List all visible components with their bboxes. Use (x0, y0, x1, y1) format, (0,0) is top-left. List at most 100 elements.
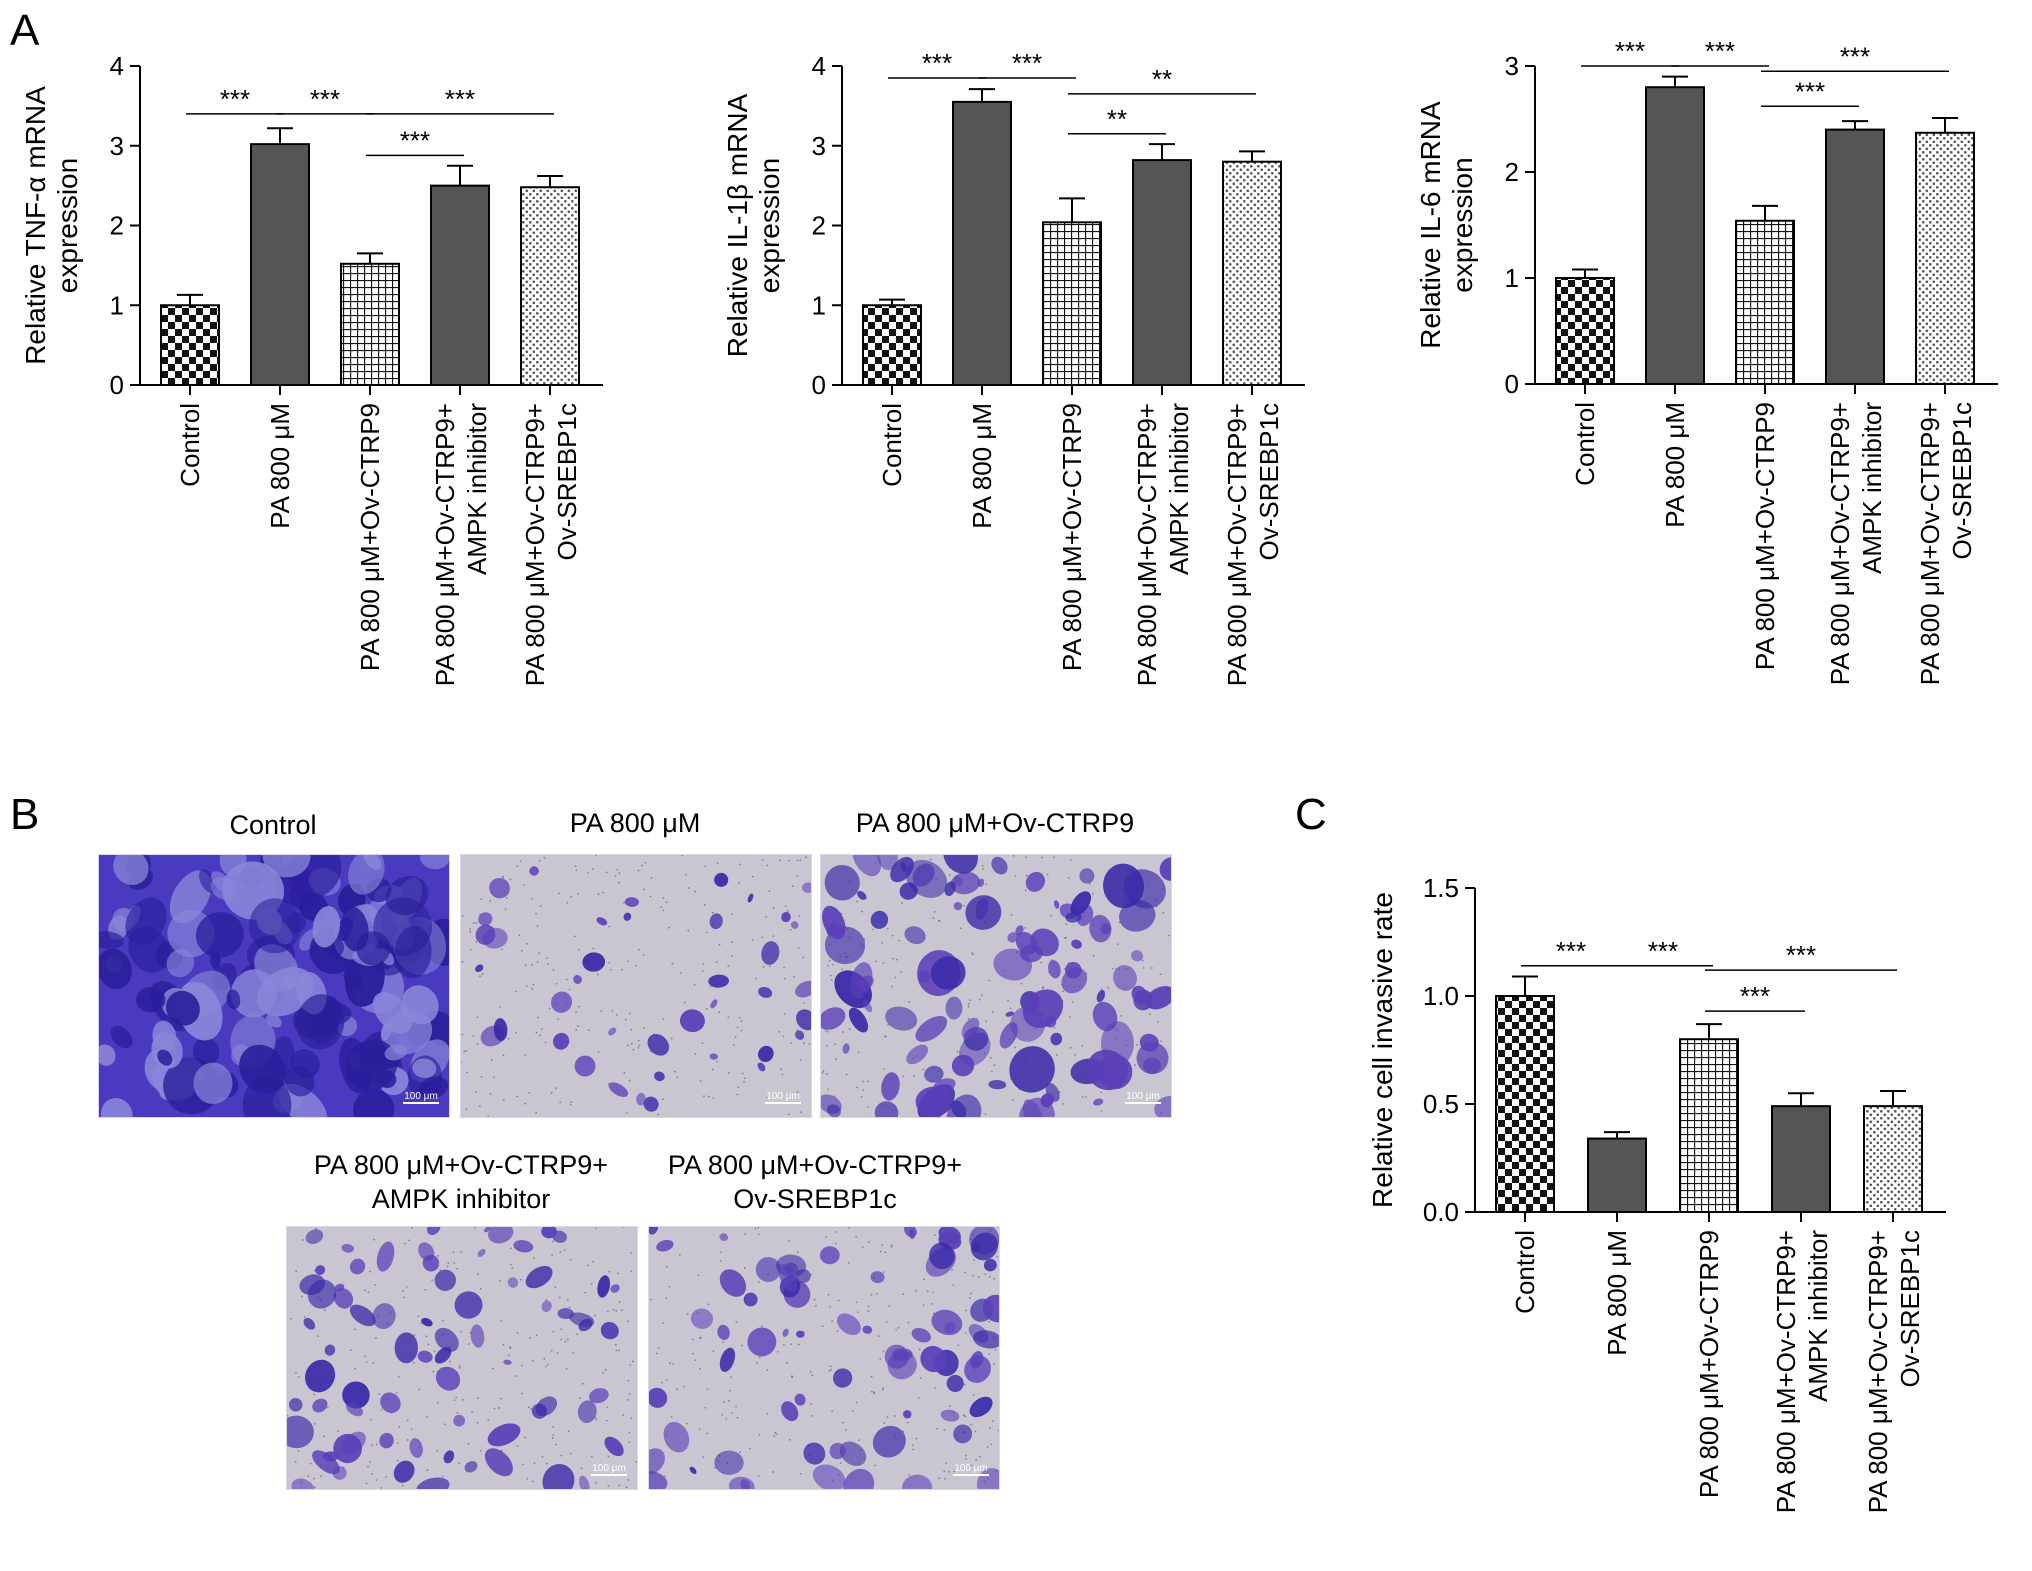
membrane-pore (840, 968, 843, 971)
membrane-pore (784, 905, 787, 908)
membrane-pore (790, 1343, 792, 1346)
membrane-pore (797, 1343, 800, 1346)
membrane-pore (460, 1250, 462, 1253)
membrane-pore (222, 1106, 225, 1109)
photo-caption-pa: PA 800 μM (460, 806, 810, 840)
membrane-pore (1024, 856, 1027, 859)
membrane-pore (825, 1073, 828, 1075)
membrane-pore (566, 978, 568, 981)
significance-label: *** (1615, 36, 1645, 66)
stained-cell (623, 912, 632, 921)
membrane-pore (982, 867, 985, 870)
stained-cell (1009, 1046, 1055, 1093)
membrane-pore (378, 1393, 381, 1395)
membrane-pore (474, 1091, 477, 1094)
membrane-pore (656, 1352, 658, 1355)
stained-cell (636, 1092, 646, 1106)
membrane-pore (323, 1435, 325, 1438)
membrane-pore (907, 1421, 909, 1424)
membrane-pore (317, 1335, 320, 1337)
membrane-pore (102, 915, 105, 918)
membrane-pore (384, 1475, 387, 1478)
stained-cell (821, 1007, 846, 1030)
membrane-pore (614, 874, 617, 877)
membrane-pore (730, 955, 733, 958)
membrane-pore (516, 1331, 519, 1334)
membrane-pore (890, 1245, 893, 1248)
stained-cell (654, 1071, 665, 1082)
stained-cell (656, 1239, 674, 1252)
stained-cell (842, 1043, 850, 1054)
significance-label: *** (1786, 940, 1816, 970)
stained-cell (1065, 912, 1082, 923)
stained-cell (1103, 863, 1145, 909)
membrane-pore (629, 1364, 632, 1366)
membrane-pore (508, 1354, 510, 1357)
stained-cell (964, 1355, 991, 1383)
membrane-pore (489, 1093, 492, 1095)
stained-cell (708, 974, 729, 988)
membrane-pore (944, 1477, 947, 1480)
membrane-pore (630, 1252, 633, 1254)
membrane-pore (396, 1442, 399, 1444)
membrane-pore (837, 1299, 840, 1302)
membrane-pore (683, 1001, 686, 1004)
membrane-pore (505, 897, 508, 899)
stained-cell (824, 864, 860, 901)
membrane-pore (466, 1071, 468, 1074)
membrane-pore (239, 952, 242, 955)
stained-cell (417, 1350, 433, 1363)
membrane-pore (663, 1475, 666, 1478)
membrane-pore (997, 1429, 999, 1432)
membrane-pore (580, 1467, 583, 1470)
stained-cell (1139, 1033, 1159, 1052)
membrane-pore (883, 1422, 886, 1425)
membrane-pore (548, 1007, 551, 1010)
stained-cell (464, 1461, 478, 1473)
membrane-pore (957, 1344, 960, 1347)
membrane-pore (530, 1408, 532, 1410)
membrane-pore (550, 1349, 553, 1352)
membrane-pore (479, 975, 481, 978)
membrane-pore (768, 890, 771, 892)
membrane-pore (552, 1330, 555, 1333)
stained-cell (315, 1265, 326, 1275)
stained-cell (803, 1442, 826, 1465)
membrane-pore (967, 1003, 970, 1005)
membrane-pore (465, 1049, 468, 1052)
membrane-pore (642, 954, 645, 956)
membrane-pore (788, 1240, 790, 1242)
membrane-pore (551, 1437, 554, 1439)
membrane-pore (402, 1290, 405, 1292)
membrane-pore (1150, 967, 1153, 969)
membrane-pore (606, 1406, 609, 1409)
membrane-pore (971, 952, 974, 955)
membrane-pore (370, 1444, 373, 1447)
membrane-pore (813, 1298, 816, 1301)
membrane-pore (498, 1407, 500, 1409)
bar (862, 304, 922, 386)
membrane-pore (918, 1348, 921, 1351)
membrane-pore (515, 990, 517, 993)
stained-cell (513, 1240, 534, 1253)
stained-cell (832, 1368, 853, 1388)
stained-cell (812, 1464, 846, 1489)
membrane-pore (839, 1462, 842, 1465)
membrane-pore (524, 1054, 527, 1057)
membrane-pore (290, 1317, 292, 1320)
membrane-pore (991, 1070, 993, 1073)
membrane-pore (442, 1319, 444, 1322)
membrane-pore (520, 1364, 523, 1367)
membrane-pore (436, 1450, 439, 1452)
membrane-pore (739, 863, 742, 866)
caption-line: PA 800 μM+Ov-CTRP9 (855, 808, 1135, 838)
stained-cell (945, 996, 963, 1020)
membrane-pore (533, 1257, 536, 1259)
membrane-pore (489, 899, 492, 902)
x-tick-label: Ov-SREBP1c (1947, 402, 1977, 560)
membrane-pore (782, 1343, 785, 1346)
stained-cell (342, 1381, 370, 1409)
membrane-pore (461, 1061, 463, 1064)
membrane-pore (951, 1269, 953, 1271)
